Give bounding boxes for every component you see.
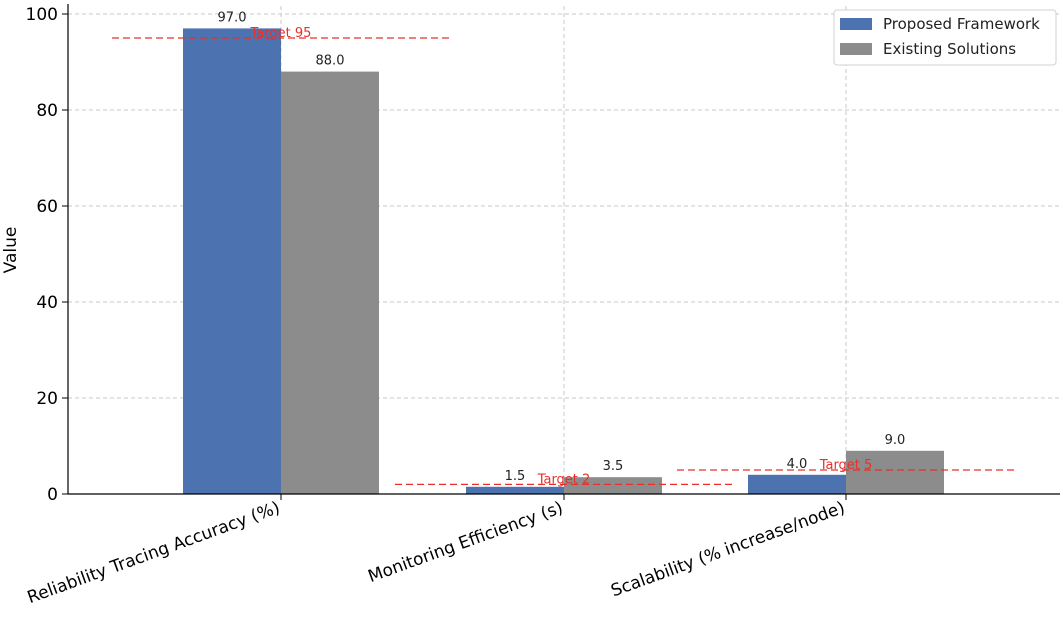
y-tick-labels: 0 20 40 60 80 100 [26, 5, 58, 505]
y-tick-label: 0 [47, 485, 58, 505]
category-labels: Reliability Tracing Accuracy (%) Monitori… [25, 498, 848, 608]
bar-existing [846, 450, 944, 494]
y-tick-label: 80 [36, 101, 58, 121]
y-tick-label: 20 [36, 389, 58, 409]
bar-existing [281, 71, 379, 494]
legend-box [833, 9, 1057, 66]
y-tick-label: 40 [36, 293, 58, 313]
y-tick-label: 60 [36, 197, 58, 217]
bar-proposed [466, 486, 564, 494]
target-label: Target 2 [537, 472, 591, 487]
bar-proposed [748, 474, 846, 494]
bar-value-label: 1.5 [505, 469, 526, 484]
bar-value-label: 4.0 [787, 457, 808, 472]
bar-existing [564, 477, 662, 494]
bar-value-label: 88.0 [316, 54, 345, 69]
bars [183, 28, 944, 495]
bar-value-label: 97.0 [218, 10, 247, 25]
category-label: Reliability Tracing Accuracy (%) [25, 498, 283, 608]
target-lines: Target 95 Target 2 Target 5 [112, 26, 1015, 487]
legend-swatch-existing [840, 43, 872, 55]
legend-label-existing: Existing Solutions [883, 40, 1016, 58]
y-tick-label: 100 [26, 5, 58, 25]
target-label: Target 95 [250, 26, 312, 41]
y-axis-title: Value [1, 227, 21, 274]
category-label: Scalability (% increase/node) [608, 498, 847, 601]
bar-value-label: 9.0 [885, 433, 906, 448]
data-labels: 97.0 1.5 4.0 88.0 3.5 9.0 [218, 10, 906, 483]
bar-value-label: 3.5 [603, 459, 624, 474]
axes [62, 4, 1060, 500]
target-label: Target 5 [819, 458, 873, 473]
legend: Proposed Framework Existing Solutions [833, 9, 1057, 66]
legend-label-proposed: Proposed Framework [883, 15, 1040, 33]
bar-proposed [183, 28, 281, 495]
legend-swatch-proposed [840, 18, 872, 30]
category-label: Monitoring Efficiency (s) [366, 498, 566, 587]
